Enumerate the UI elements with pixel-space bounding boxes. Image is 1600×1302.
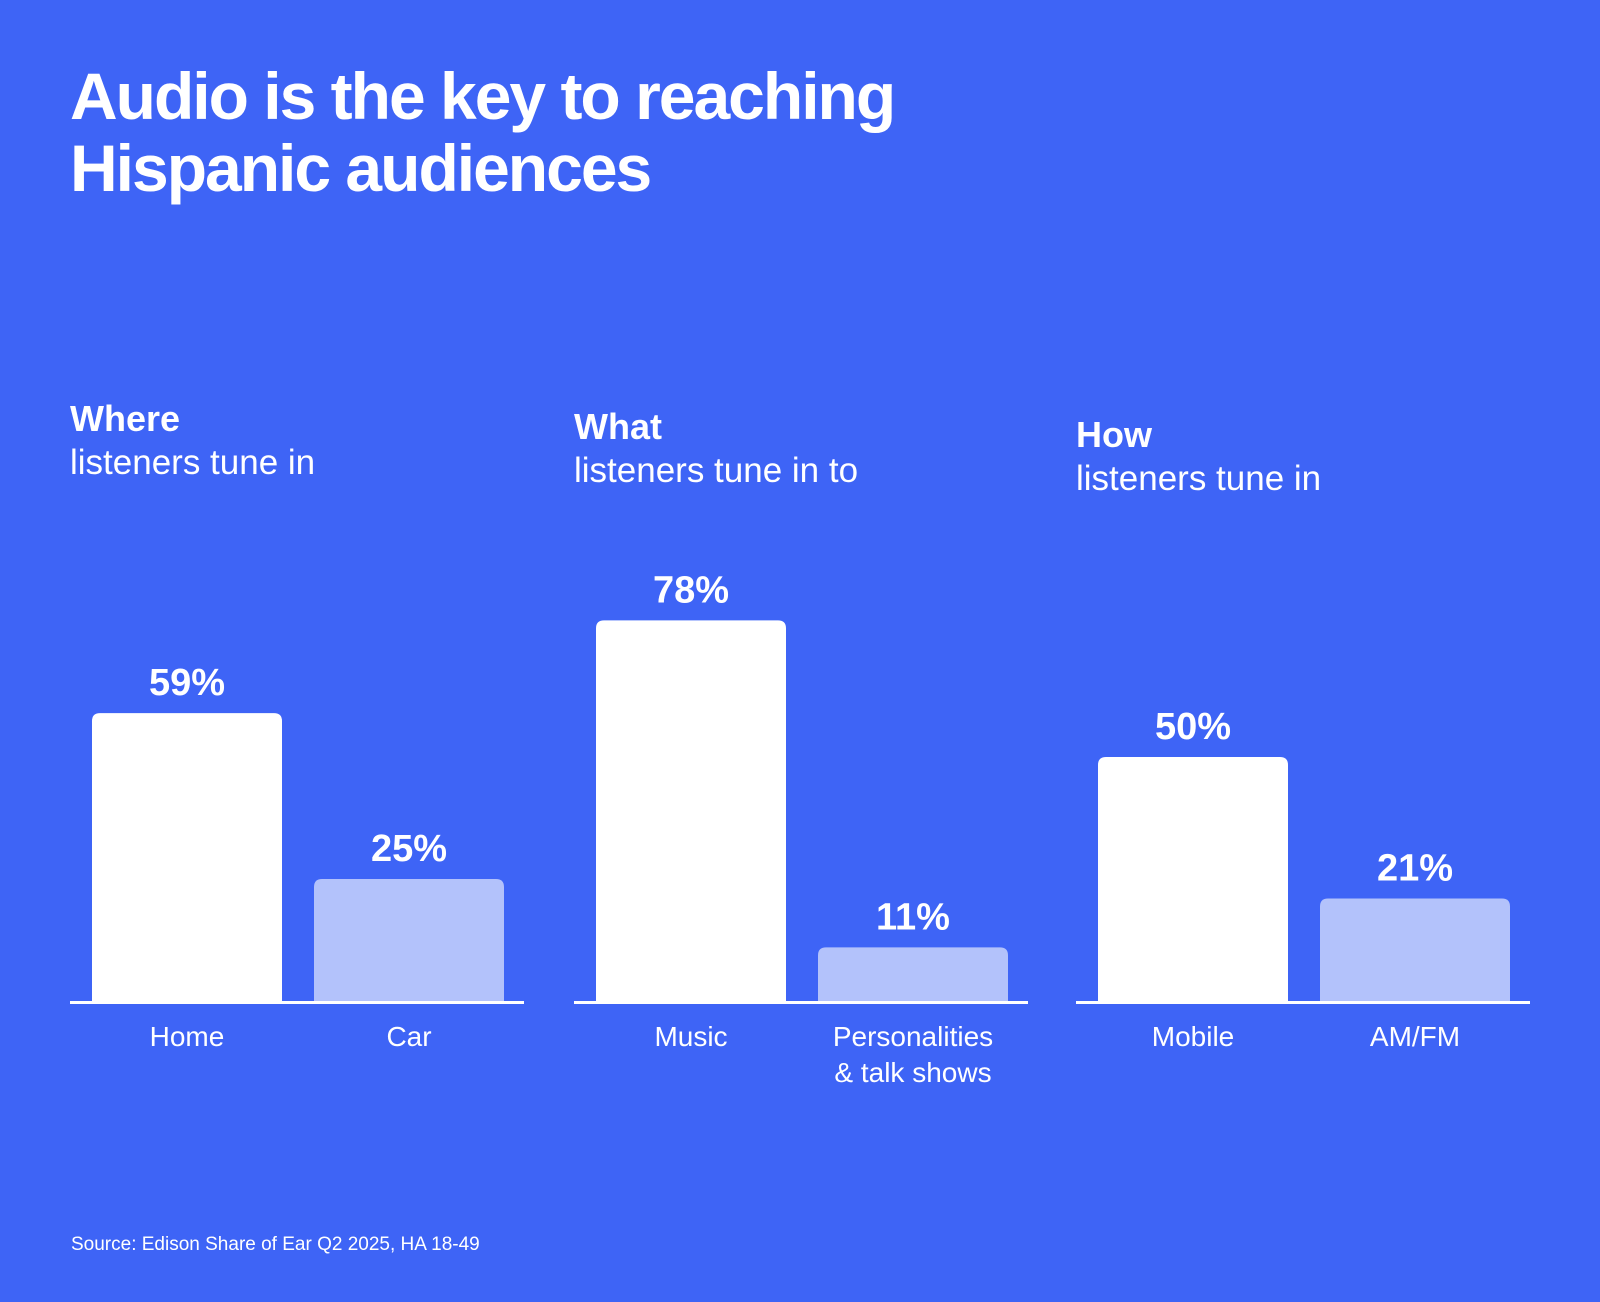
source-note: Source: Edison Share of Ear Q2 2025, HA … [71, 1234, 480, 1255]
bar-personalities [818, 947, 1008, 1001]
category-label: Mobile [1152, 1021, 1234, 1052]
chart-heading-light: listeners tune in [1076, 459, 1322, 498]
bar-value-label: 21% [1377, 848, 1453, 890]
chart-what: What listeners tune in to 78% Music 11% Per… [574, 0, 1034, 1302]
bar-plot: 78% Music 11% Personalities & talk shows [574, 569, 1028, 1088]
bar-home [92, 713, 282, 1001]
bar-value-label: 50% [1155, 706, 1231, 748]
title-line-1: Audio is the key to reaching [70, 59, 896, 133]
chart-how: How listeners tune in 50% Mobile 21% AM/FM [1076, 0, 1536, 1302]
category-label: Home [150, 1021, 225, 1052]
title-line-2: Hispanic audiences [70, 131, 652, 205]
bar-value-label: 25% [371, 828, 447, 870]
bar-mobile [1098, 757, 1288, 1001]
bar-value-label: 59% [149, 662, 225, 704]
chart-heading: What listeners tune in to [574, 405, 1034, 493]
bar-plot: 50% Mobile 21% AM/FM [1076, 706, 1530, 1052]
x-axis-line [574, 1001, 1028, 1004]
page-title: Audio is the key to reaching Hispanic au… [70, 60, 1070, 204]
bar-value-label: 11% [876, 896, 950, 938]
bar-music [596, 620, 786, 1001]
chart-heading: Where listeners tune in [70, 397, 530, 485]
x-axis-line [70, 1001, 524, 1004]
chart-heading-strong: How [1076, 414, 1152, 455]
category-label: AM/FM [1370, 1021, 1460, 1052]
chart-where: Where listeners tune in 59% Home 25% Car [70, 0, 530, 1302]
bar-am-fm [1320, 898, 1510, 1001]
bar-car [314, 879, 504, 1001]
category-label: Personalities & talk shows [833, 1021, 993, 1088]
bar-value-label: 78% [653, 569, 729, 611]
category-label: Music [654, 1021, 727, 1052]
chart-heading-light: listeners tune in [70, 443, 316, 482]
chart-heading-strong: Where [70, 398, 181, 439]
chart-heading-strong: What [574, 406, 662, 447]
bar-plot: 59% Home 25% Car [70, 662, 524, 1052]
category-label: Car [386, 1021, 431, 1052]
chart-heading-light: listeners tune in to [574, 451, 859, 490]
x-axis-line [1076, 1001, 1530, 1004]
chart-heading: How listeners tune in [1076, 413, 1536, 501]
